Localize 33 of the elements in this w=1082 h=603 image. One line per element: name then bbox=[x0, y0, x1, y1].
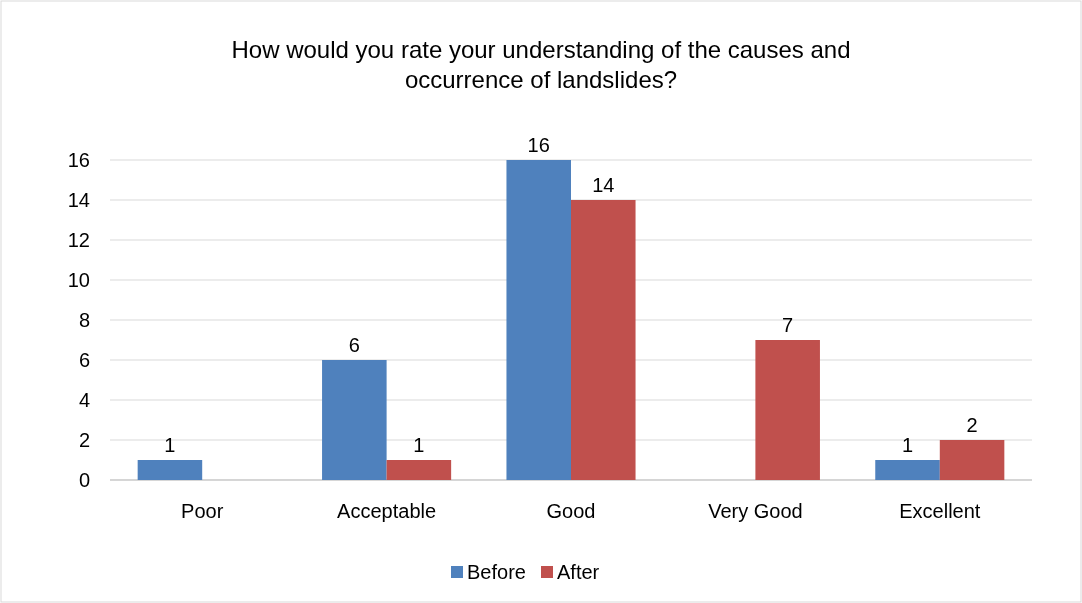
y-tick-label: 12 bbox=[67, 229, 90, 251]
y-tick-label: 10 bbox=[67, 269, 90, 291]
data-label: 14 bbox=[592, 174, 615, 196]
data-label: 1 bbox=[413, 434, 425, 456]
data-label: 6 bbox=[348, 334, 360, 356]
bar bbox=[137, 460, 203, 480]
x-tick-label: Acceptable bbox=[337, 500, 437, 522]
x-tick-label: Very Good bbox=[708, 500, 803, 522]
y-tick-label: 6 bbox=[78, 349, 90, 371]
legend-label: Before bbox=[467, 561, 526, 583]
chart-title: How would you rate your understanding of the causes and occurrence of landslides? bbox=[231, 36, 851, 93]
y-tick-label: 2 bbox=[78, 429, 90, 451]
data-label: 1 bbox=[164, 434, 176, 456]
data-label: 7 bbox=[782, 314, 794, 336]
y-tick-label: 14 bbox=[67, 189, 90, 211]
bar bbox=[939, 440, 1005, 480]
y-tick-label: 0 bbox=[78, 469, 90, 491]
bar bbox=[386, 460, 452, 480]
x-tick-label: Poor bbox=[181, 500, 224, 522]
y-tick-label: 16 bbox=[67, 149, 90, 171]
bar bbox=[875, 460, 940, 480]
bar bbox=[506, 160, 571, 480]
data-label: 16 bbox=[527, 134, 550, 156]
data-label: 1 bbox=[901, 434, 914, 456]
legend-label: After bbox=[557, 561, 600, 583]
bar bbox=[322, 360, 387, 480]
y-tick-label: 4 bbox=[78, 389, 90, 411]
x-tick-label: Excellent bbox=[899, 500, 981, 522]
y-tick-label: 8 bbox=[78, 309, 90, 331]
bar bbox=[571, 200, 636, 480]
x-tick-label: Good bbox=[546, 500, 596, 522]
bar bbox=[755, 340, 820, 480]
data-label: 2 bbox=[966, 414, 978, 436]
